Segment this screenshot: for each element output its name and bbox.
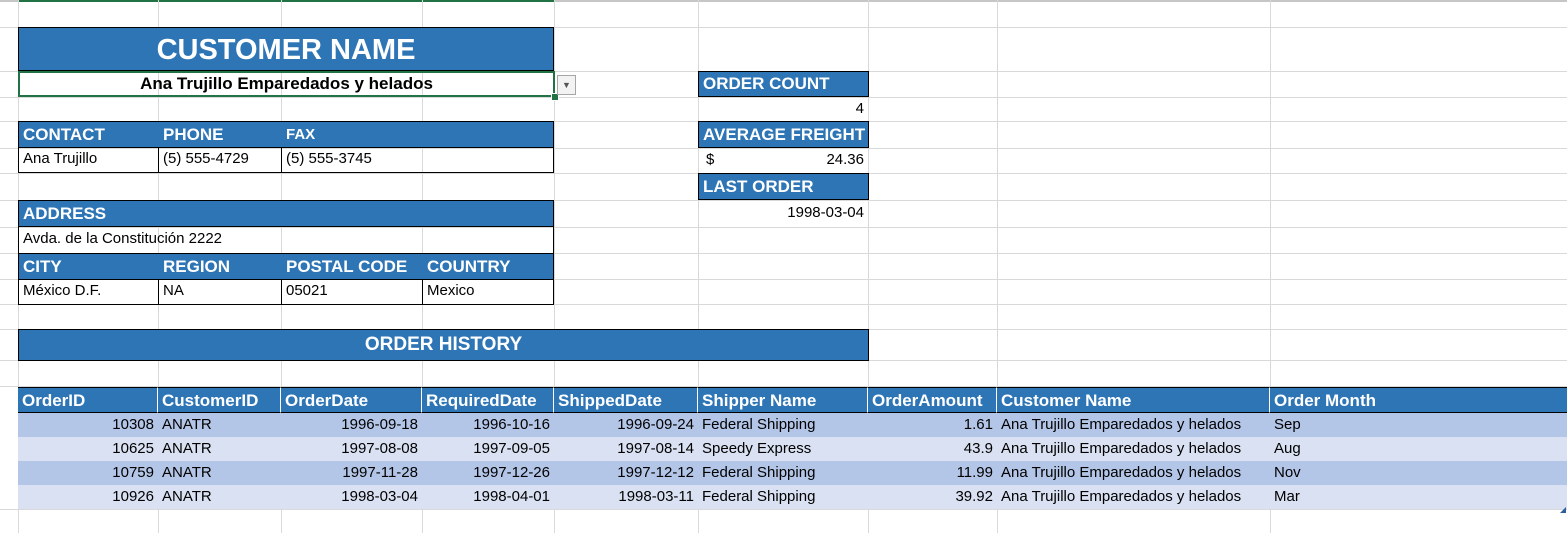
region-label: REGION [163,257,231,276]
table-row[interactable]: 10308 ANATR 1996-09-18 1996-10-16 1996-0… [18,413,1567,437]
country-label: COUNTRY [427,257,511,276]
cell-shippeddate[interactable]: 1997-12-12 [617,464,694,481]
phone-value[interactable]: (5) 555-4729 [159,147,282,172]
cell-orderid[interactable]: 10759 [112,464,154,481]
table-row[interactable]: 10759 ANATR 1997-11-28 1997-12-26 1997-1… [18,461,1567,485]
average-freight-value[interactable]: 24.36 [826,151,864,168]
cell-shippeddate[interactable]: 1997-08-14 [617,440,694,457]
col-header-orderdate[interactable]: OrderDate [281,387,422,413]
cell-requireddate[interactable]: 1996-10-16 [473,416,550,433]
cell-shipper-name[interactable]: Federal Shipping [702,416,816,433]
col-header-requireddate[interactable]: RequiredDate [422,387,554,413]
address-value-row: Avda. de la Constitución 2222 [18,226,554,254]
contact-value[interactable]: Ana Trujillo [19,147,159,172]
postal-code-label: POSTAL CODE [286,257,408,276]
cell-orderamount[interactable]: 39.92 [955,488,993,505]
customer-name-title: CUSTOMER NAME [18,27,554,71]
cell-customer-name[interactable]: Ana Trujillo Emparedados y helados [1001,464,1242,481]
fax-label: FAX [286,126,316,143]
cell-requireddate[interactable]: 1997-09-05 [473,440,550,457]
cell-customer-name[interactable]: Ana Trujillo Emparedados y helados [1001,440,1242,457]
cell-order-month[interactable]: Aug [1274,440,1301,457]
table-row[interactable]: 10625 ANATR 1997-08-08 1997-09-05 1997-0… [18,437,1567,461]
cell-customer-name[interactable]: Ana Trujillo Emparedados y helados [1001,488,1242,505]
order-count-label: ORDER COUNT [698,71,869,97]
cell-order-month[interactable]: Mar [1274,488,1300,505]
cell-orderdate[interactable]: 1998-03-04 [341,488,418,505]
address-header-row: ADDRESS [18,200,554,227]
cell-orderdate[interactable]: 1996-09-18 [341,416,418,433]
col-header-order-month[interactable]: Order Month [1270,387,1567,413]
last-order-value[interactable]: 1998-03-04 [787,204,864,221]
col-header-orderid[interactable]: OrderID [18,387,158,413]
cell-customerid[interactable]: ANATR [162,440,212,457]
table-row[interactable]: 10926 ANATR 1998-03-04 1998-04-01 1998-0… [18,485,1567,509]
cell-orderamount[interactable]: 43.9 [963,440,993,457]
contact-header-row: CONTACT PHONE FAX [18,121,554,148]
customer-dropdown-button[interactable]: ▼ [557,75,576,95]
col-header-shippeddate[interactable]: ShippedDate [554,387,698,413]
order-history-title: ORDER HISTORY [18,329,869,361]
customer-name-cell[interactable]: Ana Trujillo Emparedados y helados [18,71,555,97]
cell-order-month[interactable]: Sep [1274,416,1301,433]
table-resize-handle[interactable] [1560,507,1566,513]
average-freight-label: AVERAGE FREIGHT [698,121,869,148]
column-selection-indicator [18,0,554,2]
address-label: ADDRESS [23,204,107,223]
order-count-value[interactable]: 4 [855,100,864,117]
cell-customerid[interactable]: ANATR [162,464,212,481]
city-value[interactable]: México D.F. [19,279,159,304]
phone-label: PHONE [163,125,224,144]
col-header-customer-name[interactable]: Customer Name [997,387,1270,413]
last-order-label: LAST ORDER [698,173,869,200]
cell-requireddate[interactable]: 1997-12-26 [473,464,550,481]
contact-label: CONTACT [23,125,105,144]
cell-customerid[interactable]: ANATR [162,416,212,433]
city-header-row: CITY REGION POSTAL CODE COUNTRY [18,253,554,280]
cell-shippeddate[interactable]: 1996-09-24 [617,416,694,433]
cell-requireddate[interactable]: 1998-04-01 [473,488,550,505]
cell-orderid[interactable]: 10308 [112,416,154,433]
cell-orderdate[interactable]: 1997-08-08 [341,440,418,457]
cell-customer-name[interactable]: Ana Trujillo Emparedados y helados [1001,416,1242,433]
cell-shipper-name[interactable]: Federal Shipping [702,488,816,505]
country-value[interactable]: Mexico [427,282,475,299]
cell-orderid[interactable]: 10625 [112,440,154,457]
col-header-customerid[interactable]: CustomerID [158,387,281,413]
cell-order-month[interactable]: Nov [1274,464,1301,481]
region-value[interactable]: NA [159,279,282,304]
cell-orderdate[interactable]: 1997-11-28 [342,464,418,481]
sheet-top-edge [0,0,1567,2]
cell-orderamount[interactable]: 1.61 [963,416,993,433]
col-header-orderamount[interactable]: OrderAmount [868,387,997,413]
cell-customerid[interactable]: ANATR [162,488,212,505]
city-value-row: México D.F. NA 05021 Mexico [18,279,554,305]
cell-shippeddate[interactable]: 1998-03-11 [618,488,694,505]
city-label: CITY [23,257,62,276]
average-freight-currency: $ [706,151,715,168]
cell-shipper-name[interactable]: Federal Shipping [702,464,816,481]
chevron-down-icon: ▼ [562,80,571,90]
address-value[interactable]: Avda. de la Constitución 2222 [23,230,223,247]
selection-fill-handle[interactable] [551,93,559,101]
col-header-shipper-name[interactable]: Shipper Name [698,387,868,413]
contact-value-row: Ana Trujillo (5) 555-4729 (5) 555-3745 [18,147,554,173]
cell-orderid[interactable]: 10926 [112,488,154,505]
cell-shipper-name[interactable]: Speedy Express [702,440,812,457]
cell-orderamount[interactable]: 11.99 [956,464,993,481]
postal-code-value[interactable]: 05021 [282,279,423,304]
fax-value[interactable]: (5) 555-3745 [286,150,372,167]
